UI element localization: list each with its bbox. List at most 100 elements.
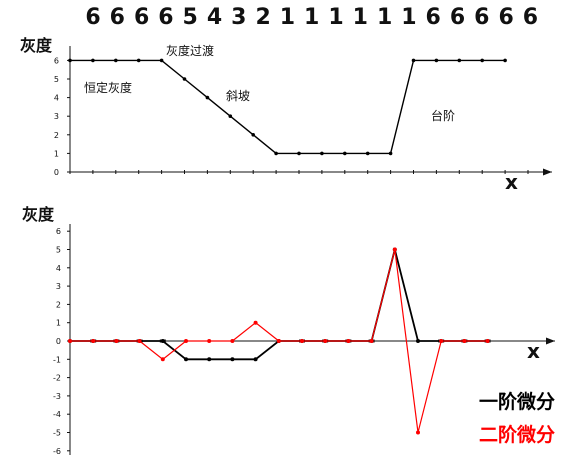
chart2-y-tick-label: 6 [56,227,61,236]
chart1-point [68,58,72,63]
derivative-chart: 灰度 x -6 -5 -4 -3 -2 -1 0 1 2 3 4 5 6 [22,205,555,456]
sequence-digit: 6 [523,5,538,30]
second-derivative-point [207,339,212,343]
second-derivative-point [68,339,72,343]
second-derivative-point [253,320,258,325]
first-derivative-point [160,339,165,343]
second-derivative-point [114,339,119,343]
chart1-y-tick-label: 2 [54,131,59,140]
chart1-point [228,114,233,118]
chart2-y-tick-label: 2 [56,300,61,309]
chart1-point [343,151,347,156]
sequence-digit: 6 [426,5,441,30]
chart2-y-tick-label: -1 [53,355,61,364]
legend-second-derivative: 二阶微分 [479,423,555,446]
chart1-ylabel: 灰度 [20,36,53,55]
chart1-point [91,58,95,63]
second-derivative-point [91,339,96,343]
sequence-digit: 2 [255,5,270,30]
second-derivative-point [485,339,490,343]
second-derivative-point [137,339,142,343]
chart2-y-tick-label: -3 [53,392,61,401]
sequence-digit: 6 [450,5,465,30]
sequence-digit: 6 [474,5,489,30]
chart2-y-tick-label: -6 [53,447,61,456]
chart1-point [274,151,278,156]
second-derivative-point [323,339,328,343]
second-derivative-point [439,339,444,343]
chart2-ylabel: 灰度 [22,205,55,224]
chart2-y-tick-label: 1 [56,319,61,328]
chart1-point [251,133,255,137]
chart1-y-tick-label: 4 [54,94,59,103]
chart1-point [457,58,462,63]
chart2-xlabel: x [527,339,540,363]
second-derivative-point [184,339,188,343]
sequence-digit: 1 [304,5,319,30]
first-derivative-point [416,339,420,343]
sequence-digit: 1 [377,5,392,30]
second-derivative-point [276,339,281,343]
chart1-point [503,58,507,63]
chart2-y-tick-label: 4 [56,264,61,273]
sequence-digit: 6 [110,5,125,30]
chart1-y-tick-label: 1 [54,149,59,158]
sequence-digit: 1 [328,5,343,30]
chart1-point [182,77,187,81]
chart1-x-arrow [543,168,552,176]
chart2-y-tick-label: -5 [53,429,61,438]
annotation-constant-gray: 恒定灰度 [84,80,132,95]
annotation-step: 台阶 [431,108,455,123]
chart1-y-tick-label: 3 [54,112,59,121]
second-derivative-point [160,357,165,362]
second-derivative-point [346,339,351,343]
chart1-point [205,95,210,100]
gray-level-chart: 灰度 x 恒定灰度 灰度过渡 斜坡 台阶 0 1 2 3 4 5 6 [20,36,552,194]
sequence-digit: 1 [353,5,368,30]
chart1-point [388,151,393,156]
second-derivative-point [416,430,420,435]
chart1-point [159,58,164,63]
first-derivative-point [253,357,258,362]
chart1-y-tick-label: 5 [54,75,59,84]
sequence-digit: 5 [183,5,198,30]
second-derivative-point [369,339,374,343]
second-derivative-point [462,339,467,343]
sequence-digit: 6 [134,5,149,30]
chart1-point [434,58,439,63]
chart1-point [320,151,324,156]
chart1-point [411,58,416,63]
annotation-gray-transition: 灰度过渡 [166,43,214,58]
chart2-y-tick-label: -4 [53,410,61,419]
sequence-digit: 1 [280,5,295,30]
chart1-y-tick-label: 0 [54,168,59,177]
sequence-digit: 1 [401,5,416,30]
second-derivative-point [392,247,397,252]
chart1-point [480,58,485,63]
chart2-y-tick-label: 3 [56,282,61,291]
chart2-y-tick-label: 5 [56,246,61,255]
chart1-point [136,58,141,63]
chart1-point [297,151,301,156]
chart1-xlabel: x [505,170,518,194]
chart2-y-tick-label: 0 [56,337,61,346]
sequence-digit: 4 [207,5,222,30]
first-derivative-point [207,357,212,362]
legend-first-derivative: 一阶微分 [479,390,555,413]
sequence-digit: 6 [498,5,513,30]
second-derivative-point [230,339,235,343]
second-derivative-point [300,339,304,343]
first-derivative-point [184,357,188,362]
chart1-y-tick-label: 6 [54,56,59,65]
sequence-digit: 3 [231,5,246,30]
chart1-series-line [70,59,506,155]
annotation-ramp: 斜坡 [226,89,250,103]
chart1-point [365,151,370,156]
chart2-x-arrow [546,337,555,345]
chart1-point [114,58,118,63]
sequence-digit: 6 [158,5,173,30]
sequence-digit: 6 [85,5,100,30]
first-derivative-point [230,357,235,362]
